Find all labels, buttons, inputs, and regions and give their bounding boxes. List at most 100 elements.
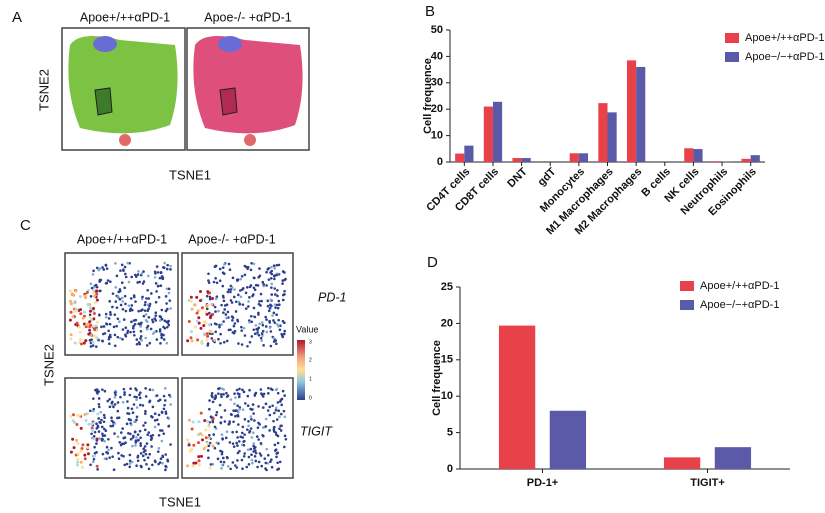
tsne-dot <box>123 272 127 276</box>
tsne-dot <box>100 425 104 429</box>
tsne-dot <box>218 267 222 271</box>
tsne-dot <box>105 267 109 270</box>
tsne-dot <box>220 452 224 456</box>
tsne-dot <box>202 447 206 451</box>
tsne-dot <box>254 451 258 455</box>
tsne-dot <box>214 297 218 301</box>
tsne-dot <box>98 420 101 424</box>
tsne-dot <box>79 426 83 430</box>
x-tick-label: DNT <box>505 165 530 190</box>
y-tick-label: 40 <box>431 50 443 62</box>
tsne-dot <box>78 295 82 299</box>
tsne-dot <box>260 392 263 395</box>
tsne-dot <box>283 329 286 333</box>
tsne-dot <box>155 418 159 422</box>
tsne-dot <box>113 432 116 435</box>
tsne-dot <box>240 343 244 346</box>
tsne-dot <box>229 398 233 401</box>
tsne-dot <box>157 447 161 450</box>
tsne-dot <box>187 319 191 323</box>
tsne-dot <box>87 332 91 336</box>
tsne-dot <box>257 313 260 316</box>
y-tick-label: 20 <box>441 317 453 329</box>
tsne-dot <box>133 420 136 424</box>
tsne-dot <box>146 274 150 278</box>
tsne-dot <box>75 438 79 442</box>
tsne-dot <box>157 462 160 466</box>
tsne-dot <box>235 466 239 469</box>
tsne-dot <box>227 262 231 266</box>
tsne-dot <box>221 463 224 467</box>
tsne-dot <box>247 463 251 466</box>
tsne-dot <box>127 304 131 307</box>
tsne-dot <box>139 329 143 333</box>
tsne-dot <box>283 289 286 293</box>
tsne-dot <box>253 392 257 396</box>
tsne-dot <box>217 392 220 395</box>
tsne-dot <box>159 271 163 275</box>
tsne-dot <box>229 299 233 302</box>
tsne-dot <box>162 407 166 411</box>
tsne-dot <box>129 330 132 334</box>
tsne-dot <box>204 321 208 325</box>
tsne-dot <box>197 455 201 459</box>
tsne-dot <box>205 304 209 308</box>
tsne-dot <box>197 316 201 320</box>
tsne-dot <box>257 460 261 464</box>
tsne-dot <box>283 271 286 274</box>
tsne-dot <box>236 459 239 462</box>
tsne-dot <box>243 452 246 455</box>
tsne-dot <box>277 299 281 303</box>
tsne-dot <box>111 400 114 404</box>
tsne-dot <box>218 279 222 282</box>
tsne-dot <box>103 389 107 393</box>
tsne-dot <box>150 445 153 448</box>
tsne-dot <box>235 388 239 392</box>
tsne-dot <box>169 307 172 310</box>
tsne-dot <box>233 392 236 395</box>
tsne-dot <box>274 448 278 451</box>
tsne-dot <box>92 397 95 400</box>
tsne-dot <box>195 319 199 323</box>
tsne-dot <box>275 313 278 317</box>
tsne-dot <box>116 335 120 339</box>
tsne-dot <box>208 441 212 445</box>
tsne-dot <box>232 445 236 448</box>
tsne-dot <box>150 292 153 295</box>
tsne-dot <box>126 331 129 335</box>
tsne-dot <box>121 337 124 341</box>
tsne-dot <box>146 456 150 459</box>
tsne-dot <box>229 288 233 291</box>
tsne-dot <box>247 455 251 459</box>
tsne-dot <box>92 269 95 273</box>
tsne-dot <box>116 317 120 321</box>
tsne-dot <box>103 434 107 437</box>
tsne-dot <box>277 263 281 267</box>
tsne-dot <box>162 432 166 435</box>
tsne-dot <box>132 403 136 406</box>
tsne-dot <box>190 339 194 343</box>
tsne-dot <box>81 443 85 447</box>
tsne-dot <box>95 292 99 296</box>
tsne-dot <box>262 392 266 396</box>
tsne-dot <box>132 324 135 328</box>
tsne-dot <box>190 427 194 431</box>
tsne-dot <box>280 397 284 401</box>
tsne-dot <box>136 439 140 442</box>
tsne-dot <box>194 325 198 329</box>
tsne-dot <box>91 421 95 425</box>
tsne-dot <box>230 301 234 304</box>
tsne-dot <box>230 413 233 417</box>
tsne-dot <box>186 438 190 442</box>
tsne-dot <box>151 463 154 467</box>
tsne-dot <box>111 424 115 428</box>
tsne-dot <box>237 342 240 345</box>
tsne-dot <box>107 317 111 320</box>
tsne-dot <box>147 297 151 300</box>
legend-label: Apoe−/−+αPD-1 <box>700 299 779 311</box>
tsne-dot <box>250 320 254 324</box>
tsne-dot <box>240 325 243 329</box>
tsne-dot <box>236 451 240 455</box>
tsne-dot <box>112 420 115 424</box>
bar <box>663 457 701 469</box>
